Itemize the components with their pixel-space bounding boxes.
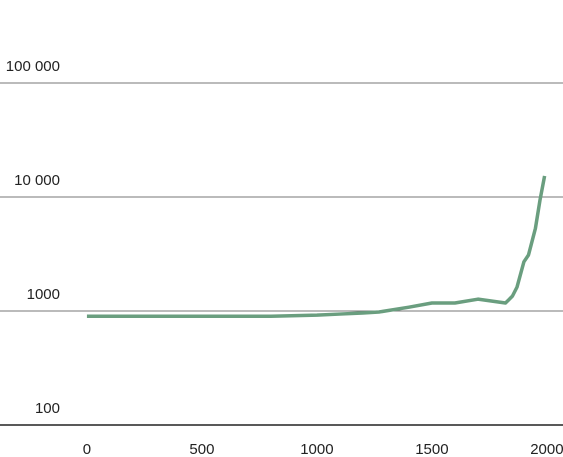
x-tick-label: 500 xyxy=(189,441,214,457)
x-tick-label: 0 xyxy=(83,441,91,457)
x-tick-label: 1500 xyxy=(415,441,448,457)
y-tick-label: 10 000 xyxy=(14,172,60,189)
y-tick-label: 100 000 xyxy=(6,58,60,75)
x-tick-label: 2000 xyxy=(530,441,563,457)
data-line xyxy=(86,175,547,318)
x-tick-label: 1000 xyxy=(300,441,333,457)
y-tick-label: 1000 xyxy=(27,286,60,303)
y-tick-label: 100 xyxy=(35,400,60,417)
